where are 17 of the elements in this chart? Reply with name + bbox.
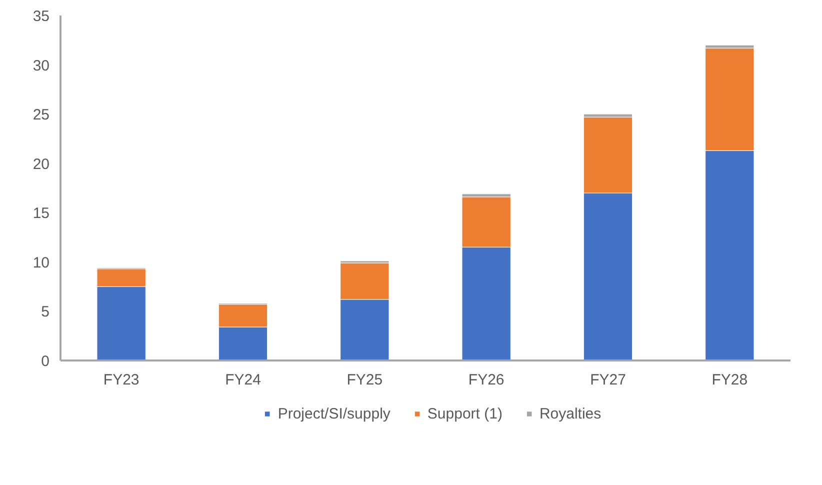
x-tick-label: FY27 bbox=[590, 372, 626, 388]
y-tick-label: 10 bbox=[32, 254, 50, 272]
legend-label: Support (1) bbox=[427, 405, 502, 422]
x-tick-label: FY25 bbox=[346, 372, 383, 388]
y-tick-label: 30 bbox=[32, 57, 50, 74]
legend-label: Project/SI/supply bbox=[278, 405, 390, 422]
x-tick-label: FY23 bbox=[103, 372, 140, 388]
x-tick-label: FY28 bbox=[712, 372, 748, 388]
y-tick-label: 25 bbox=[32, 106, 50, 124]
y-tick-label: 0 bbox=[41, 353, 50, 370]
y-tick-label: 35 bbox=[32, 8, 50, 25]
legend-label: Royalties bbox=[539, 405, 602, 422]
y-tick-label: 15 bbox=[32, 205, 50, 222]
y-tick-label: 20 bbox=[32, 156, 50, 173]
y-tick-label: 5 bbox=[41, 304, 50, 321]
x-tick-label: FY24 bbox=[225, 372, 261, 388]
x-tick-label: FY26 bbox=[468, 372, 504, 388]
